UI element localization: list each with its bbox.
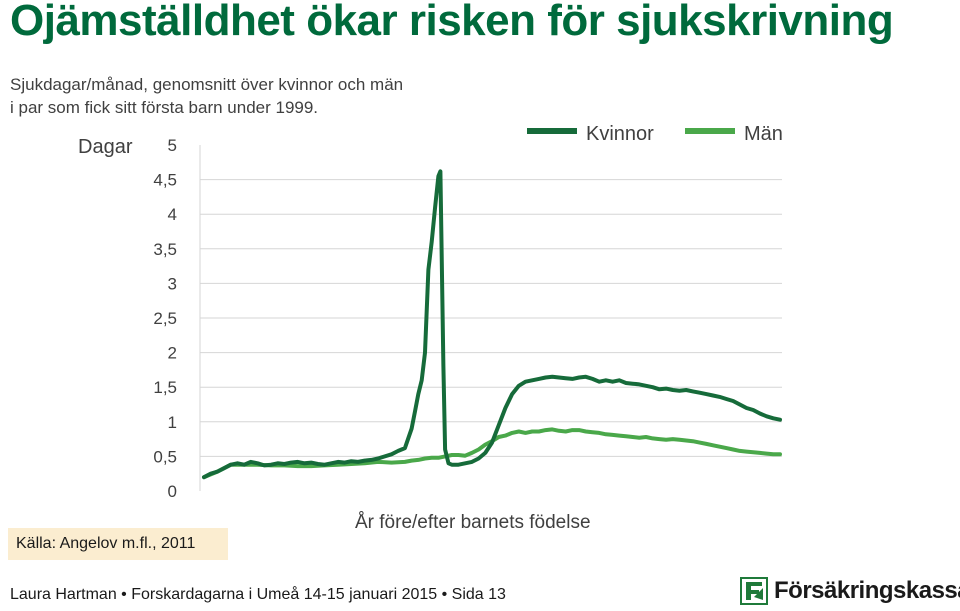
y-tick-label: 1 — [168, 413, 177, 432]
y-axis-label: Dagar — [78, 136, 133, 158]
series-line-kvinnor — [202, 169, 782, 480]
series-line-man — [202, 427, 782, 480]
legend-label: Män — [744, 123, 783, 145]
page-title: Ojämställdhet ökar risken för sjukskrivn… — [10, 0, 894, 45]
y-tick-label: 3,5 — [153, 240, 177, 259]
chart-subtitle: Sjukdagar/månad, genomsnitt över kvinnor… — [10, 73, 470, 119]
y-tick-label: 2 — [168, 344, 177, 363]
y-tick-label: 2,5 — [153, 309, 177, 328]
x-axis-label: År före/efter barnets födelse — [355, 512, 591, 533]
source-note: Källa: Angelov m.fl., 2011 — [8, 528, 228, 560]
y-tick-label: 0,5 — [153, 447, 177, 466]
y-tick-label: 4 — [168, 205, 177, 224]
series-lines — [202, 169, 782, 480]
logo: Försäkringskassan — [740, 576, 960, 606]
forsakringskassan-logo-icon — [740, 577, 768, 605]
gridlines — [199, 145, 782, 491]
subtitle-line-1: Sjukdagar/månad, genomsnitt över kvinnor… — [10, 75, 404, 94]
y-tick-label: 5 — [168, 136, 177, 155]
logo-text: Försäkringskassan — [774, 577, 960, 604]
legend-label: Kvinnor — [586, 123, 654, 145]
y-tick-label: 1,5 — [153, 378, 177, 397]
subtitle-line-2: i par som fick sitt första barn under 19… — [10, 98, 319, 117]
y-tick-label: 0 — [168, 482, 177, 501]
footer-text: Laura Hartman • Forskardagarna i Umeå 14… — [10, 586, 506, 603]
legend: Kvinnor Män — [527, 123, 783, 145]
y-tick-label: 4,5 — [153, 171, 177, 190]
y-tick-labels: 0 0,5 1 1,5 2 2,5 3 3,5 4 4,5 5 — [153, 136, 177, 501]
y-tick-label: 3 — [168, 274, 177, 293]
